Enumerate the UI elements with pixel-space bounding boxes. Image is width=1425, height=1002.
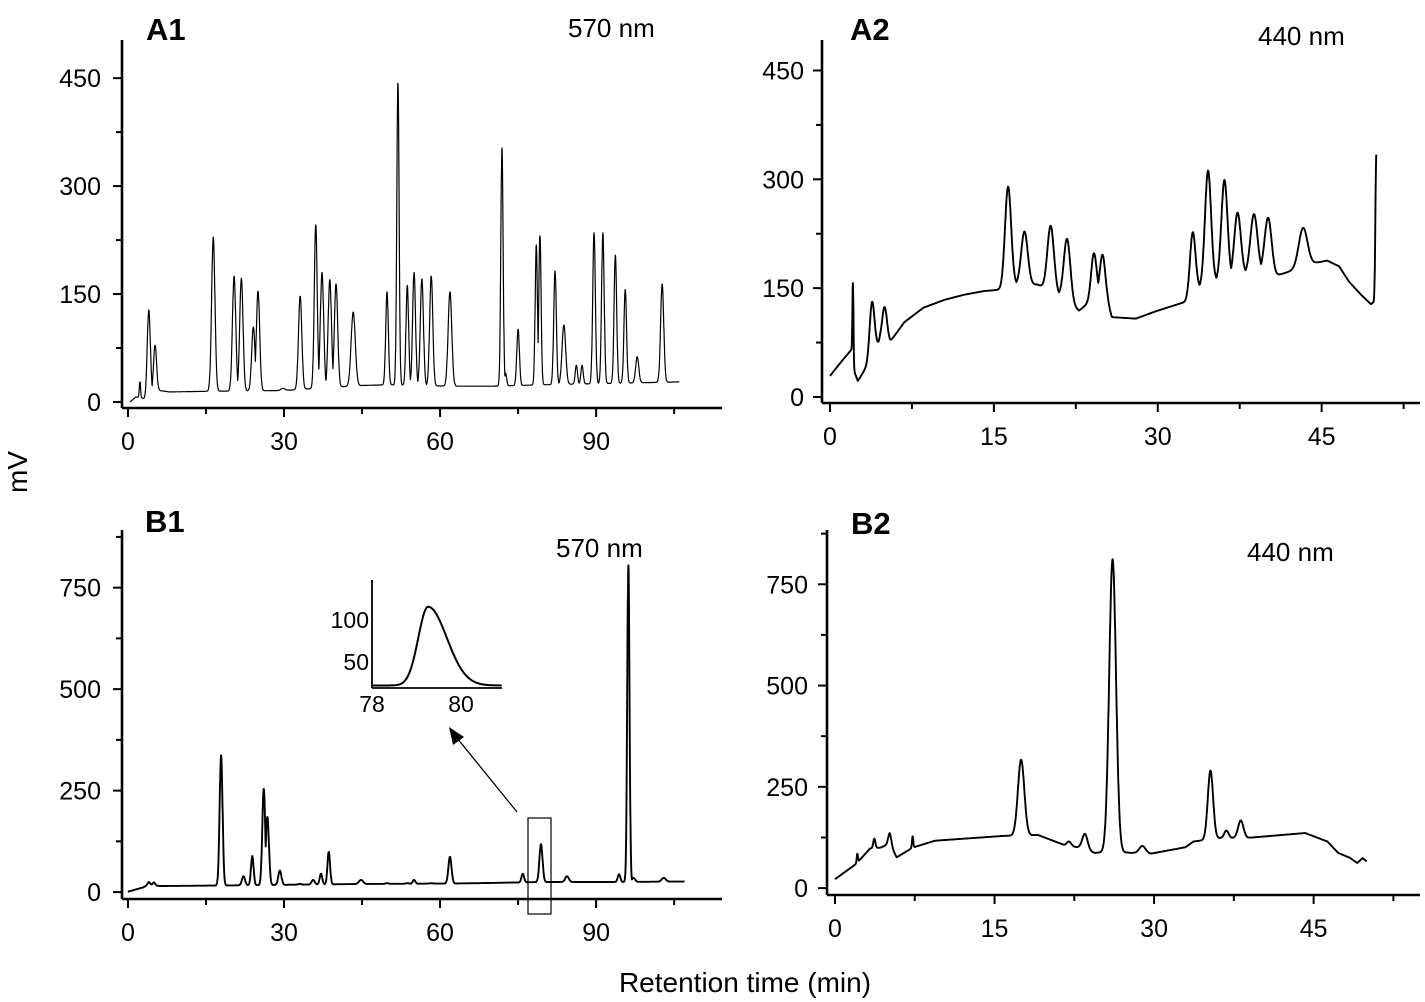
wavelength-label-b2: 440 nm — [1247, 537, 1334, 567]
x-tick-label: 45 — [1308, 423, 1336, 451]
inset-plot: 78 80 50 100 — [331, 580, 502, 717]
panel-label-a2: A2 — [850, 12, 890, 47]
y-tick-label: 750 — [59, 575, 101, 603]
y-tick-label: 300 — [59, 173, 101, 201]
y-tick-label: 0 — [87, 389, 101, 417]
chromatogram-trace-a1 — [129, 82, 680, 403]
x-tick-label: 30 — [1144, 423, 1172, 451]
panel-a1: 0 30 60 90 0 150 300 450 — [59, 40, 722, 456]
y-tick-label: 450 — [762, 57, 804, 85]
inset-x-tick-label: 78 — [359, 691, 385, 717]
x-tick-label: 90 — [582, 428, 610, 456]
wavelength-label-b1: 570 nm — [556, 533, 643, 563]
y-tick-label: 500 — [59, 676, 101, 704]
wavelength-label-a2: 440 nm — [1258, 21, 1345, 51]
inset-arrow-head — [449, 727, 464, 745]
x-tick-label: 0 — [828, 915, 842, 943]
x-tick-label: 30 — [1140, 915, 1168, 943]
x-tick-label: 45 — [1300, 915, 1328, 943]
chromatogram-trace-b2 — [834, 558, 1368, 880]
inset-trace — [372, 605, 502, 687]
y-tick-label: 250 — [59, 778, 101, 806]
y-axis-title: mV — [2, 451, 33, 493]
panel-b1: 0 30 60 90 0 250 500 750 — [59, 530, 722, 947]
x-tick-label: 0 — [121, 919, 135, 947]
inset-y-tick-label: 100 — [331, 607, 369, 633]
y-tick-label: 0 — [87, 879, 101, 907]
y-tick-label: 750 — [766, 571, 808, 599]
inset-arrow-line — [456, 737, 518, 813]
x-tick-label: 60 — [426, 428, 454, 456]
y-tick-label: 150 — [762, 275, 804, 303]
chromatogram-trace-b1 — [127, 564, 686, 893]
panel-label-a1: A1 — [146, 12, 186, 47]
y-tick-label: 500 — [766, 673, 808, 701]
y-tick-label: 250 — [766, 774, 808, 802]
x-tick-label: 30 — [270, 919, 298, 947]
x-tick-label: 15 — [980, 423, 1008, 451]
x-tick-label: 0 — [823, 423, 837, 451]
y-tick-label: 150 — [59, 281, 101, 309]
x-tick-label: 0 — [121, 428, 135, 456]
x-tick-label: 30 — [270, 428, 298, 456]
y-tick-label: 300 — [762, 166, 804, 194]
y-tick-label: 0 — [794, 875, 808, 903]
zoom-region-box — [527, 817, 552, 915]
x-tick-label: 90 — [582, 919, 610, 947]
y-tick-label: 0 — [790, 384, 804, 412]
x-tick-label: 60 — [426, 919, 454, 947]
panel-b2: 0 15 30 45 0 250 500 750 — [766, 530, 1420, 943]
y-tick-label: 450 — [59, 65, 101, 93]
panel-label-b2: B2 — [851, 506, 891, 541]
panel-label-b1: B1 — [145, 504, 185, 539]
wavelength-label-a1: 570 nm — [568, 13, 655, 43]
chromatogram-trace-a2 — [829, 154, 1378, 382]
x-axis-title: Retention time (min) — [619, 967, 871, 998]
inset-x-tick-label: 80 — [448, 691, 474, 717]
inset-y-tick-label: 50 — [343, 649, 369, 675]
x-tick-label: 15 — [981, 915, 1009, 943]
